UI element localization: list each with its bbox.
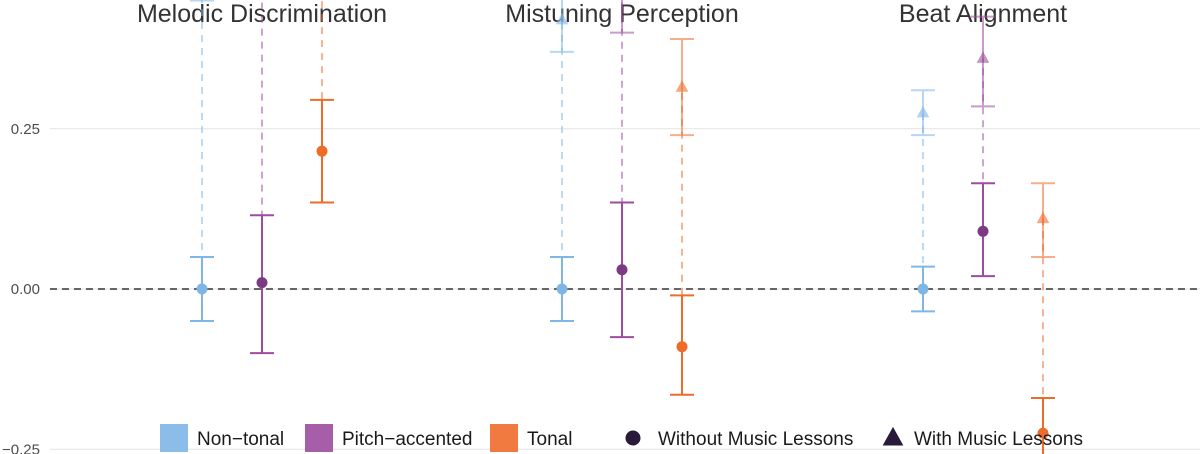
legend: Non−tonal Pitch−accented Tonal Without Musi… [160, 424, 1083, 452]
point-without-lessons [256, 277, 268, 289]
point-without-lessons [1037, 427, 1049, 439]
legend-circle-symbol [625, 430, 641, 446]
point-without-lessons [616, 264, 628, 276]
y-tick-label: −0.25 [2, 441, 40, 454]
point-with-lessons [916, 105, 930, 118]
legend-triangle-symbol [882, 426, 904, 446]
legend-swatch [160, 424, 188, 452]
point-pair [1031, 182, 1055, 454]
grid-lines [50, 128, 1200, 450]
point-without-lessons [676, 341, 688, 353]
point-with-lessons [976, 51, 990, 63]
point-pair [190, 0, 214, 323]
legend-label: Tonal [527, 429, 572, 450]
legend-label: Without Music Lessons [658, 429, 853, 450]
error-bar-with-lessons [190, 0, 214, 2]
point-without-lessons [977, 225, 989, 237]
point-with-lessons [1036, 211, 1050, 224]
point-with-lessons [555, 12, 569, 25]
point-without-lessons [556, 283, 568, 295]
point-pair [250, 0, 274, 355]
point-with-lessons [675, 80, 689, 92]
legend-item-with-lessons: With Music Lessons [882, 426, 1083, 450]
point-without-lessons [196, 283, 208, 295]
y-axis: 0.750.500.250.00−0.25 [2, 121, 40, 454]
error-bar-with-lessons [610, 0, 634, 34]
legend-label: With Music Lessons [914, 429, 1083, 450]
legend-swatch [305, 424, 333, 452]
point-pair [911, 89, 935, 313]
point-without-lessons [316, 145, 328, 157]
point-pair [971, 15, 995, 278]
point-pair [310, 0, 334, 204]
legend-item-without-lessons: Without Music Lessons [625, 429, 853, 450]
y-tick-label: 0.25 [11, 121, 40, 138]
point-without-lessons [917, 283, 929, 295]
legend-label: Pitch−accented [342, 429, 472, 450]
point-pair [610, 0, 634, 339]
legend-swatch [490, 424, 518, 452]
legend-label: Non−tonal [197, 429, 284, 450]
legend-item-group: Non−tonal [160, 424, 284, 452]
legend-item-group: Pitch−accented [305, 424, 472, 452]
y-tick-label: 0.00 [11, 281, 40, 298]
panel-titles: Melodic Discrimination Mistuning Percepti… [137, 0, 1067, 28]
legend-item-group: Tonal [490, 424, 572, 452]
plot-marks [190, 0, 1055, 454]
point-pair [550, 0, 574, 323]
point-pair [670, 38, 694, 396]
